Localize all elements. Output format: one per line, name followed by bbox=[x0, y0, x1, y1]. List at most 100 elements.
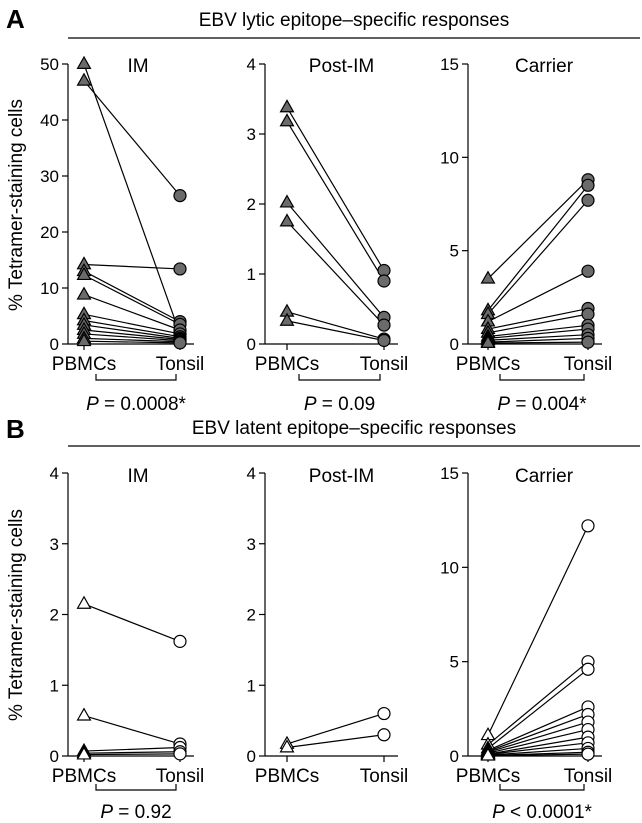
p-bracket bbox=[499, 374, 585, 381]
pair-line bbox=[83, 263, 181, 270]
subplot-title: IM bbox=[127, 56, 148, 77]
pair-line bbox=[83, 294, 181, 331]
p-bracket bbox=[499, 784, 585, 791]
p-value-label: P = 0.92 bbox=[100, 802, 171, 823]
y-tick-label: 20 bbox=[40, 223, 59, 242]
pair-line bbox=[286, 320, 385, 342]
pbmc-point bbox=[279, 739, 295, 753]
pair-line bbox=[83, 313, 181, 335]
y-tick-label: 2 bbox=[50, 606, 59, 625]
subplot-a-carrier: Carrier 0 5 10 15 PBMCs Tonsil P = 0.004* bbox=[440, 55, 612, 415]
p-number: < 0.0001* bbox=[505, 802, 593, 823]
pbmc-point bbox=[76, 266, 92, 281]
pbmc-point bbox=[76, 746, 92, 760]
pair-line bbox=[286, 311, 385, 340]
p-bracket bbox=[298, 374, 381, 381]
pbmc-point bbox=[76, 595, 92, 609]
tonsil-point bbox=[377, 318, 391, 332]
pbmc-point bbox=[279, 194, 295, 208]
pair-line bbox=[487, 668, 589, 749]
x-category-label: PBMCs bbox=[52, 354, 116, 375]
pair-line bbox=[487, 179, 589, 280]
subplot-title: Carrier bbox=[515, 466, 574, 487]
pair-line bbox=[83, 80, 181, 196]
y-tick-label: 0 bbox=[247, 747, 256, 766]
p-value-label: P < 0.0001* bbox=[492, 802, 592, 823]
p-number: = 0.09 bbox=[317, 394, 376, 415]
y-tick-label: 10 bbox=[440, 558, 459, 577]
y-tick-label: 0 bbox=[247, 335, 256, 354]
pbmc-point bbox=[279, 213, 295, 227]
tonsil-point bbox=[581, 662, 595, 676]
tonsil-point bbox=[173, 189, 187, 203]
y-tick-label: 30 bbox=[40, 167, 59, 186]
pair-line bbox=[83, 337, 181, 343]
panel-letter-b: B bbox=[6, 414, 25, 444]
pair-line bbox=[487, 736, 589, 755]
tonsil-point bbox=[581, 335, 595, 349]
y-tick-label: 0 bbox=[450, 335, 459, 354]
subplot-title: Post-IM bbox=[309, 466, 374, 487]
pair-line bbox=[487, 706, 589, 751]
x-category-label: PBMCs bbox=[255, 766, 319, 787]
tonsil-point bbox=[581, 307, 595, 321]
pair-line bbox=[83, 715, 181, 745]
y-tick-label: 1 bbox=[247, 676, 256, 695]
y-tick-label: 1 bbox=[247, 265, 256, 284]
p-symbol: P bbox=[100, 802, 113, 823]
x-category-label: Tonsil bbox=[156, 354, 205, 375]
pair-line bbox=[286, 107, 385, 271]
tonsil-point bbox=[581, 193, 595, 207]
pair-line bbox=[83, 753, 181, 756]
pbmc-point bbox=[76, 332, 92, 347]
pair-line bbox=[83, 746, 181, 752]
pbmc-point bbox=[279, 99, 295, 113]
x-category-label: Tonsil bbox=[360, 354, 409, 375]
y-tick-label: 2 bbox=[247, 195, 256, 214]
p-bracket bbox=[95, 374, 177, 381]
pbmc-point bbox=[480, 747, 496, 761]
tonsil-point bbox=[173, 336, 187, 350]
subplot-b-post-im: Post-IM 0 1 2 3 4 PBMCs Tonsil bbox=[247, 464, 409, 787]
pair-line bbox=[83, 333, 181, 342]
subplot-title: Carrier bbox=[515, 56, 574, 77]
x-category-label: Tonsil bbox=[564, 766, 613, 787]
pbmc-point bbox=[480, 334, 496, 349]
panel-a-title: EBV lytic epitope–specific responses bbox=[199, 10, 510, 31]
y-tick-label: 0 bbox=[50, 335, 59, 354]
pair-line bbox=[487, 313, 589, 334]
pbmc-point bbox=[279, 113, 295, 127]
x-category-label: Tonsil bbox=[360, 766, 409, 787]
panel-b-title: EBV latent epitope–specific responses bbox=[192, 418, 516, 439]
pair-line bbox=[286, 734, 385, 749]
y-tick-label: 15 bbox=[440, 55, 459, 74]
p-value-label: P = 0.0008* bbox=[86, 394, 186, 415]
tonsil-point bbox=[581, 519, 595, 533]
pair-line bbox=[487, 328, 589, 339]
panel-a-ylabel: % Tetramer-staining cells bbox=[6, 99, 27, 311]
y-tick-label: 3 bbox=[247, 535, 256, 554]
y-tick-label: 2 bbox=[247, 606, 256, 625]
pair-line bbox=[487, 334, 589, 341]
y-tick-label: 0 bbox=[450, 747, 459, 766]
y-tick-label: 4 bbox=[50, 464, 59, 483]
pair-line bbox=[487, 337, 589, 343]
pair-line bbox=[83, 751, 181, 754]
tonsil-point bbox=[581, 178, 595, 192]
pbmc-point bbox=[76, 707, 92, 721]
tonsil-point bbox=[173, 634, 187, 648]
tonsil-point bbox=[581, 264, 595, 278]
pair-line bbox=[487, 525, 589, 736]
tonsil-point bbox=[581, 747, 595, 761]
pbmc-point bbox=[279, 312, 295, 326]
pair-line bbox=[487, 307, 589, 330]
pair-line bbox=[487, 341, 589, 344]
subplot-b-carrier: Carrier 0 5 10 15 PBMCs Tonsil P < 0.0001* bbox=[440, 464, 612, 823]
pair-line bbox=[83, 329, 181, 341]
p-number: = 0.0008* bbox=[99, 394, 187, 415]
pair-line bbox=[83, 274, 181, 325]
pair-line bbox=[83, 63, 181, 335]
y-tick-label: 3 bbox=[50, 535, 59, 554]
